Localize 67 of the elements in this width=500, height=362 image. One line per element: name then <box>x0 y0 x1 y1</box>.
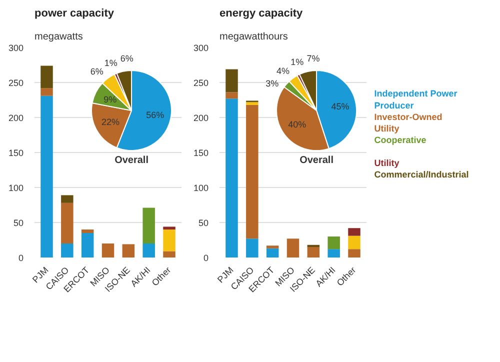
bar <box>266 246 279 248</box>
y-tick-label: 50 <box>198 218 209 228</box>
data-label: 6% <box>120 54 134 64</box>
bar <box>163 230 176 252</box>
bar <box>328 236 340 250</box>
data-label: 3% <box>266 78 279 88</box>
bar <box>142 208 155 244</box>
bar <box>61 202 74 244</box>
bar <box>226 98 238 258</box>
y-tick-label: 300 <box>193 43 209 53</box>
y-tick-label: 150 <box>8 148 24 158</box>
data-label: 4% <box>276 66 290 76</box>
text: Commercial/Industrial <box>374 170 469 180</box>
bar <box>61 195 74 203</box>
y-tick-label: 300 <box>8 43 24 53</box>
text: Utility <box>374 158 400 168</box>
text: Independent Power Producer <box>374 88 458 110</box>
y-tick-label: 200 <box>8 113 24 123</box>
text: Cooperative <box>374 134 426 145</box>
y-tick-label: 250 <box>193 78 209 88</box>
data-label: 9% <box>104 94 117 105</box>
bar <box>163 226 176 230</box>
bar <box>348 249 360 258</box>
bar <box>246 102 258 105</box>
text: Overall <box>300 155 334 166</box>
data-label: 40% <box>288 120 306 130</box>
data-label: 45% <box>331 102 350 112</box>
bar <box>348 228 360 236</box>
y-tick-label: 50 <box>13 218 24 228</box>
bar <box>307 247 320 258</box>
data-label: 1% <box>104 58 118 68</box>
bar <box>122 244 135 258</box>
chart-subtitle: megawatts <box>34 32 83 42</box>
data-label: 1% <box>290 57 304 68</box>
data-label: 22% <box>101 117 120 128</box>
bar <box>40 88 53 96</box>
bar <box>40 66 53 88</box>
bar <box>61 244 74 258</box>
data-label: 7% <box>306 54 320 64</box>
bar <box>246 104 258 239</box>
text: Overall <box>114 155 149 166</box>
chart-title: power capacity <box>34 8 115 20</box>
data-label: 56% <box>146 110 164 120</box>
bar <box>226 92 238 99</box>
y-tick-label: 100 <box>193 183 209 193</box>
y-tick-label: 200 <box>193 113 209 123</box>
bar <box>266 248 279 258</box>
y-tick-label: 100 <box>8 183 24 193</box>
bar <box>81 230 94 233</box>
chart-subtitle: megawatthours <box>220 32 288 42</box>
bar <box>246 238 258 258</box>
y-tick-label: 150 <box>193 148 209 158</box>
y-tick-label: 250 <box>8 78 24 88</box>
y-tick-label: 0 <box>203 253 209 263</box>
bar <box>81 233 94 258</box>
data-label: 6% <box>90 66 104 77</box>
chart-title: energy capacity <box>220 8 304 20</box>
bar <box>226 69 238 92</box>
y-tick-label: 0 <box>18 253 24 263</box>
bar <box>102 244 114 258</box>
bar <box>142 244 155 258</box>
bar <box>348 236 360 250</box>
bar <box>40 96 53 258</box>
bar <box>286 238 300 258</box>
text: Investor-Owned Utility <box>374 112 442 134</box>
bar <box>328 249 340 258</box>
bar <box>163 251 176 258</box>
